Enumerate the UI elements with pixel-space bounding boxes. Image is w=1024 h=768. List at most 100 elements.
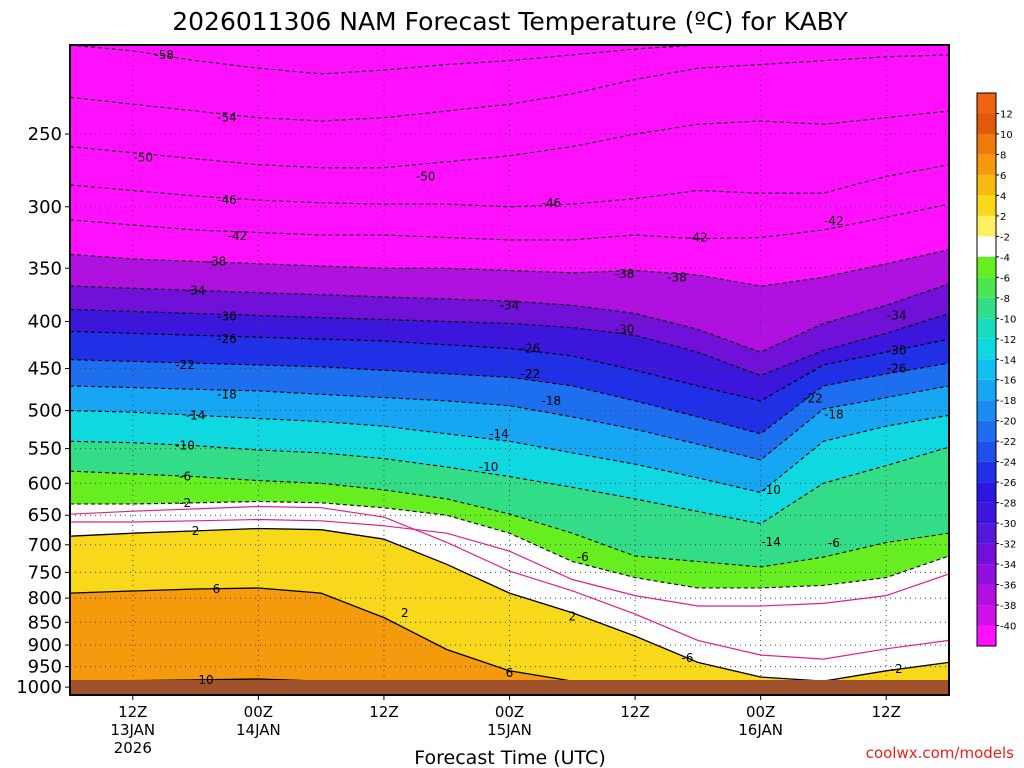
x-tick-label: 00Z bbox=[746, 703, 775, 721]
colorbar-swatch bbox=[977, 277, 996, 298]
colorbar-swatch bbox=[977, 625, 996, 646]
contour-label: -30 bbox=[615, 322, 635, 336]
contour-label: -10 bbox=[479, 460, 499, 474]
colorbar-swatch bbox=[977, 297, 996, 319]
contour-label: -34 bbox=[186, 283, 206, 297]
colorbar-label: -36 bbox=[1000, 581, 1016, 592]
colorbar-swatch bbox=[977, 400, 996, 421]
colorbar-label: 2 bbox=[1000, 212, 1006, 223]
y-tick-label: 800 bbox=[28, 588, 62, 609]
colorbar-label: -40 bbox=[1000, 622, 1016, 633]
colorbar-label: 12 bbox=[1000, 109, 1013, 120]
colorbar-swatch bbox=[977, 318, 996, 339]
contour-label: -42 bbox=[688, 230, 708, 244]
colorbar-swatch bbox=[977, 174, 996, 196]
colorbar-swatch bbox=[977, 420, 996, 442]
plot-area: -58-54-50-50-46 -46-42 -42-42-38-38 -38-34-… bbox=[69, 44, 950, 696]
y-tick-label: 900 bbox=[28, 635, 62, 656]
y-tick-label: 600 bbox=[28, 473, 62, 494]
y-tick-label: 400 bbox=[28, 312, 62, 333]
contour-label: -34 bbox=[887, 309, 907, 323]
colorbar-label: -34 bbox=[1000, 560, 1016, 571]
y-tick-label: 650 bbox=[28, 505, 62, 526]
y-tick-label: 450 bbox=[28, 359, 62, 380]
y-tick-label: 700 bbox=[28, 535, 62, 556]
colorbar-label: -26 bbox=[1000, 478, 1016, 489]
colorbar-label: -2 bbox=[1000, 232, 1010, 243]
contour-label: -26 bbox=[521, 342, 541, 356]
contour-label: -22 bbox=[803, 391, 823, 405]
colorbar-swatch bbox=[977, 379, 996, 401]
colorbar-swatch bbox=[977, 133, 996, 155]
y-tick-label: 750 bbox=[28, 562, 62, 583]
contour--30 bbox=[70, 308, 949, 377]
contour-2 bbox=[70, 527, 949, 682]
colorbar-swatch bbox=[977, 93, 996, 114]
contour-freezing bbox=[70, 518, 949, 607]
colorbar-swatch bbox=[977, 564, 996, 585]
contour-label: -22 bbox=[175, 358, 195, 372]
colorbar-label: 6 bbox=[1000, 171, 1006, 182]
contour-label: -2 bbox=[891, 662, 903, 676]
colorbar-swatch bbox=[977, 195, 996, 216]
contour-label: 2 bbox=[401, 606, 409, 620]
contour--14 bbox=[70, 410, 949, 494]
colorbar-swatch bbox=[977, 523, 996, 544]
contour-label: -14 bbox=[761, 535, 781, 549]
contour-label: -34 bbox=[500, 298, 520, 312]
colorbar-label: -8 bbox=[1000, 294, 1010, 305]
contour-label: -38 bbox=[615, 267, 635, 281]
colorbar-label: 10 bbox=[1000, 130, 1013, 141]
contour-label: -10 bbox=[175, 439, 195, 453]
contour-freezing bbox=[70, 505, 949, 660]
x-tick-label: 13JAN bbox=[110, 721, 155, 739]
colorbar-label: -30 bbox=[1000, 519, 1016, 530]
x-tick-label: 00Z bbox=[244, 703, 273, 721]
contour--50 bbox=[70, 110, 949, 169]
contour-label: -54 bbox=[217, 111, 237, 125]
contour-label: -38 bbox=[667, 270, 687, 284]
colorbar-swatch bbox=[977, 461, 996, 483]
colorbar-label: 8 bbox=[1000, 150, 1006, 161]
contour-label: -42 bbox=[824, 214, 844, 228]
contour-label: -10 bbox=[761, 483, 781, 497]
colorbar-swatch bbox=[977, 482, 996, 503]
contour-label: -30 bbox=[887, 343, 907, 357]
contour-label: 10 bbox=[198, 673, 213, 687]
contour-label: -50 bbox=[133, 150, 153, 164]
x-axis-label: Forecast Time (UTC) bbox=[414, 747, 605, 768]
colorbar-label: -12 bbox=[1000, 335, 1016, 346]
y-tick-label: 500 bbox=[28, 401, 62, 422]
contour-label: -26 bbox=[887, 362, 907, 376]
colorbar-swatch bbox=[977, 215, 996, 237]
contour--46 bbox=[70, 164, 949, 208]
credit-text: coolwx.com/models bbox=[866, 744, 1014, 762]
colorbar-label: 4 bbox=[1000, 191, 1006, 202]
contour--22 bbox=[70, 359, 949, 435]
y-tick-label: 550 bbox=[28, 439, 62, 460]
y-tick-label: 1000 bbox=[16, 677, 62, 698]
contour--58 bbox=[70, 45, 949, 75]
contour--6 bbox=[70, 470, 949, 568]
contour-label: -58 bbox=[154, 48, 174, 62]
contour-label: -18 bbox=[824, 408, 844, 422]
contour-label: -26 bbox=[217, 332, 237, 346]
colorbar-swatch bbox=[977, 154, 996, 175]
colorbar-swatch bbox=[977, 359, 996, 380]
x-tick-label: 12Z bbox=[872, 703, 901, 721]
y-tick-label: 350 bbox=[28, 258, 62, 279]
colorbar-label: -16 bbox=[1000, 376, 1016, 387]
contour-label: -2 bbox=[179, 496, 191, 510]
colorbar-label: -18 bbox=[1000, 396, 1016, 407]
contour-label: -14 bbox=[186, 408, 206, 422]
colorbar-label: -20 bbox=[1000, 417, 1016, 428]
colorbar-label: -14 bbox=[1000, 355, 1016, 366]
colorbar-swatch bbox=[977, 441, 996, 462]
colorbar-swatch bbox=[977, 113, 996, 134]
contour-label: -6 bbox=[179, 470, 191, 484]
contour-label: -14 bbox=[489, 427, 509, 441]
y-tick-label: 300 bbox=[28, 197, 62, 218]
colorbar-swatch bbox=[977, 584, 996, 606]
